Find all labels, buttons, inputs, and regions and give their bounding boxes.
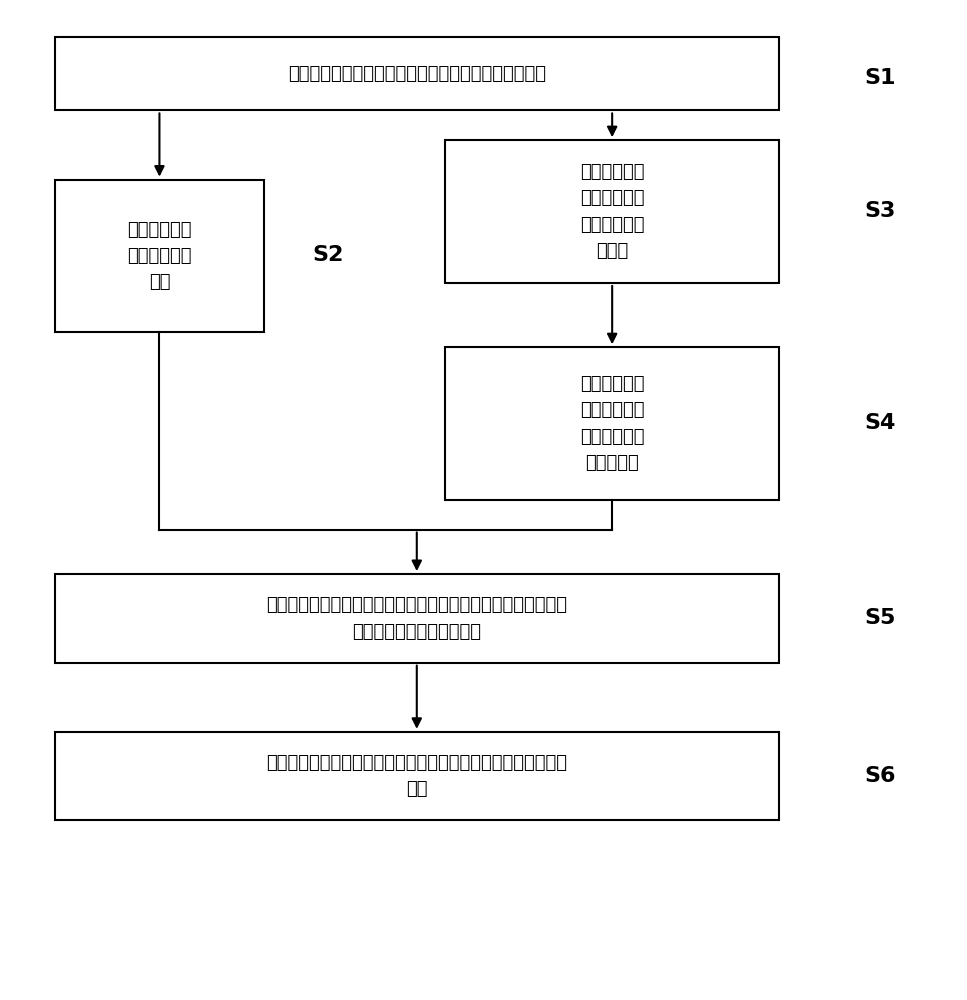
Text: S6: S6 xyxy=(864,766,896,786)
FancyBboxPatch shape xyxy=(54,732,779,820)
Text: 根据竖向构件
面积与预制方
案信息获取竖
向构件体积: 根据竖向构件 面积与预制方 案信息获取竖 向构件体积 xyxy=(580,375,644,472)
FancyBboxPatch shape xyxy=(446,347,779,500)
Text: S4: S4 xyxy=(864,413,896,433)
FancyBboxPatch shape xyxy=(54,37,779,110)
FancyBboxPatch shape xyxy=(54,574,779,663)
FancyBboxPatch shape xyxy=(54,180,264,332)
FancyBboxPatch shape xyxy=(446,140,779,283)
Text: 根据建筑面积
和预制方案信
息获取竖向构
件面积: 根据建筑面积 和预制方案信 息获取竖向构 件面积 xyxy=(580,163,644,260)
Text: S2: S2 xyxy=(312,245,343,265)
Text: 根据建筑面积
获取水平构件
体积: 根据建筑面积 获取水平构件 体积 xyxy=(128,221,191,291)
Text: S3: S3 xyxy=(864,201,896,221)
Text: 根据水平构件体积、竖向构件体积与预制方案信息，获取预制构
件工程量和现浇构件工程量: 根据水平构件体积、竖向构件体积与预制方案信息，获取预制构 件工程量和现浇构件工程… xyxy=(266,596,568,641)
Text: S1: S1 xyxy=(864,68,896,88)
Text: S5: S5 xyxy=(864,608,896,628)
Text: 根据预制方案信息获取建筑面积、建筑层高、建筑层数: 根据预制方案信息获取建筑面积、建筑层高、建筑层数 xyxy=(288,65,545,83)
Text: 根据预制构件工程量与现浇构件工程量，获取预制方案工程量测
算表: 根据预制构件工程量与现浇构件工程量，获取预制方案工程量测 算表 xyxy=(266,754,568,798)
